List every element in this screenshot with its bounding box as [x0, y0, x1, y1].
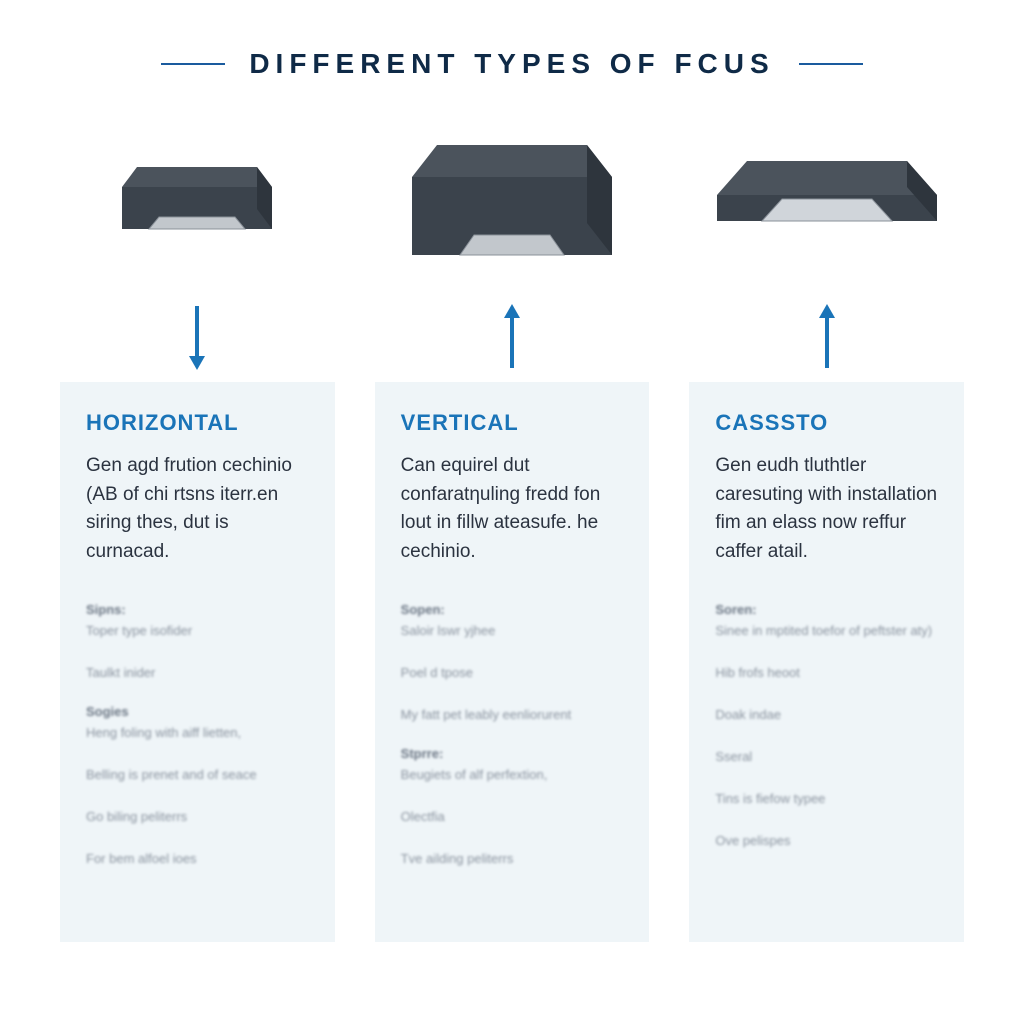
detail-label: Sopen: [401, 602, 624, 617]
column-horizontal: HORIZONTAL Gen agd frution cechinio (AB … [60, 112, 335, 942]
detail-text: Poel d tpose [401, 662, 624, 684]
detail-text: Belling is prenet and of seace [86, 764, 309, 786]
illustration-casssto [689, 112, 964, 292]
header-rule-left [161, 63, 225, 65]
fcu-large-box-icon [382, 127, 642, 277]
fcu-small-box-icon [97, 147, 297, 257]
detail-text: Ove pelispes [715, 830, 938, 852]
column-casssto: CASSSTO Gen eudh tluthtler caresuting wi… [689, 112, 964, 942]
detail-text: Tins is fiefow typee [715, 788, 938, 810]
detail-label: Soren: [715, 602, 938, 617]
detail-text: Beugiets of alf perfextion, [401, 764, 624, 786]
detail-label: Stprre: [401, 746, 624, 761]
arrow-down-icon [185, 292, 209, 382]
detail-text: My fatt pet leably eenliorurent [401, 704, 624, 726]
detail-text: Doak indae [715, 704, 938, 726]
card-description: Can equirel dut confaratηuling fredd fon… [401, 452, 624, 566]
detail-text: Sinee in mptited toefor of peftster aty) [715, 620, 938, 642]
card-description: Gen eudh tluthtler caresuting with insta… [715, 452, 938, 566]
card-title: CASSSTO [715, 410, 938, 436]
header: DIFFERENT TYPES OF FCUS [0, 0, 1024, 112]
detail-text: Taulkt inider [86, 662, 309, 684]
card-casssto: CASSSTO Gen eudh tluthtler caresuting wi… [689, 382, 964, 942]
detail-label: Sipns: [86, 602, 309, 617]
detail-text: Sseral [715, 746, 938, 768]
detail-text: Olectfia [401, 806, 624, 828]
page-title: DIFFERENT TYPES OF FCUS [249, 48, 774, 80]
detail-text: Hib frofs heoot [715, 662, 938, 684]
card-vertical: VERTICAL Can equirel dut confaratηuling … [375, 382, 650, 942]
detail-text: Saloir lswr yjhee [401, 620, 624, 642]
column-vertical: VERTICAL Can equirel dut confaratηuling … [375, 112, 650, 942]
illustration-horizontal [60, 112, 335, 292]
columns-container: HORIZONTAL Gen agd frution cechinio (AB … [0, 112, 1024, 942]
card-title: HORIZONTAL [86, 410, 309, 436]
card-description: Gen agd frution cechinio (AB of chi rtsn… [86, 452, 309, 566]
detail-text: Tve ailding peliterrs [401, 848, 624, 870]
arrow-up-icon [815, 292, 839, 382]
card-title: VERTICAL [401, 410, 624, 436]
detail-text: Toper type isofider [86, 620, 309, 642]
detail-label: Sogies [86, 704, 309, 719]
detail-text: Heng foling with aiff lietten, [86, 722, 309, 744]
detail-text: Go biling peliterrs [86, 806, 309, 828]
header-rule-right [799, 63, 863, 65]
detail-text: For bem alfoel ioes [86, 848, 309, 870]
illustration-vertical [375, 112, 650, 292]
fcu-flat-panel-icon [692, 147, 962, 257]
arrow-up-icon [500, 292, 524, 382]
card-horizontal: HORIZONTAL Gen agd frution cechinio (AB … [60, 382, 335, 942]
